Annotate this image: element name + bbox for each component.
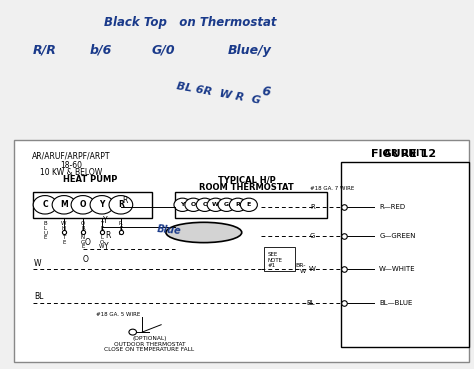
- Text: 18-60: 18-60: [60, 161, 82, 169]
- Circle shape: [129, 329, 137, 335]
- Text: G—GREEN: G—GREEN: [379, 233, 416, 239]
- Text: R: R: [310, 204, 315, 210]
- Text: W: W: [34, 259, 42, 268]
- Circle shape: [174, 198, 191, 211]
- Circle shape: [240, 198, 257, 211]
- Text: AR UNIT: AR UNIT: [384, 149, 426, 158]
- Circle shape: [196, 198, 213, 211]
- Bar: [14, 140, 469, 362]
- Text: BR-: BR-: [295, 263, 306, 268]
- Text: Y
E
L
L
O
W: Y E L L O W: [99, 221, 105, 249]
- Text: b/6: b/6: [90, 44, 112, 56]
- Text: R: R: [122, 196, 128, 205]
- Text: O: O: [80, 200, 86, 209]
- Text: SEE
NOTE
#1: SEE NOTE #1: [268, 252, 283, 268]
- Bar: [175, 192, 327, 218]
- Text: R: R: [118, 200, 124, 209]
- Text: E: E: [247, 202, 251, 207]
- Text: R: R: [105, 231, 110, 239]
- Text: Blue: Blue: [156, 224, 182, 236]
- Text: BL 6R  W R  G: BL 6R W R G: [175, 81, 261, 105]
- Text: R: R: [236, 202, 240, 207]
- Text: C: C: [42, 200, 48, 209]
- Text: #18 GA. 5 WIRE: #18 GA. 5 WIRE: [96, 312, 141, 317]
- Text: W
H
I
T
E: W H I T E: [61, 221, 67, 245]
- Text: W: W: [212, 202, 219, 207]
- Text: Y: Y: [180, 202, 185, 207]
- Text: #18 GA. 7 WIRE: #18 GA. 7 WIRE: [310, 186, 355, 191]
- Text: O
R
A
N
G
E: O R A N G E: [81, 221, 85, 249]
- Text: BL: BL: [34, 292, 44, 301]
- Text: Black Top   on Thermostat: Black Top on Thermostat: [104, 16, 277, 29]
- Text: R
E
D: R E D: [119, 221, 123, 235]
- Circle shape: [33, 196, 57, 214]
- Text: G/0: G/0: [152, 44, 175, 56]
- Text: G: G: [224, 202, 229, 207]
- Text: G: G: [310, 233, 315, 239]
- Circle shape: [71, 196, 95, 214]
- Text: HEAT PUMP: HEAT PUMP: [63, 175, 117, 184]
- Text: Y: Y: [103, 216, 108, 225]
- Text: 6: 6: [261, 85, 271, 99]
- Circle shape: [52, 196, 76, 214]
- Circle shape: [229, 198, 246, 211]
- Text: R—RED: R—RED: [379, 204, 405, 210]
- Text: W: W: [300, 269, 306, 274]
- Text: Y: Y: [99, 200, 105, 209]
- Bar: [341, 162, 469, 347]
- Circle shape: [90, 196, 114, 214]
- Circle shape: [218, 198, 235, 211]
- Text: ROOM THERMOSTAT: ROOM THERMOSTAT: [199, 183, 294, 192]
- Text: TYPICAL H/P: TYPICAL H/P: [218, 175, 275, 184]
- Text: W: W: [308, 266, 315, 272]
- Bar: [264, 247, 295, 271]
- Text: (OPTIONAL)
OUTDOOR THERMOSTAT
CLOSE ON TEMPERATURE FALL: (OPTIONAL) OUTDOOR THERMOSTAT CLOSE ON T…: [104, 336, 194, 352]
- Text: O: O: [84, 238, 90, 247]
- Text: R/R: R/R: [33, 44, 57, 56]
- Text: C: C: [202, 202, 207, 207]
- Text: BL—BLUE: BL—BLUE: [379, 300, 412, 306]
- Text: BL: BL: [307, 300, 315, 306]
- Bar: [33, 192, 152, 218]
- Text: M: M: [60, 200, 68, 209]
- Text: Blue/y: Blue/y: [228, 44, 272, 56]
- Text: 10 KW & BELOW: 10 KW & BELOW: [40, 168, 102, 177]
- Text: FIGURE 12: FIGURE 12: [371, 149, 436, 159]
- Text: AR/ARUF/ARPF/ARPT: AR/ARUF/ARPF/ARPT: [32, 151, 110, 160]
- Ellipse shape: [166, 222, 242, 243]
- Text: B
L
U
E: B L U E: [43, 221, 47, 240]
- Circle shape: [185, 198, 202, 211]
- Text: Y: Y: [104, 242, 109, 251]
- Text: W—WHITE: W—WHITE: [379, 266, 416, 272]
- Text: O: O: [83, 255, 89, 263]
- Circle shape: [109, 196, 133, 214]
- Circle shape: [207, 198, 224, 211]
- Text: O: O: [191, 202, 196, 207]
